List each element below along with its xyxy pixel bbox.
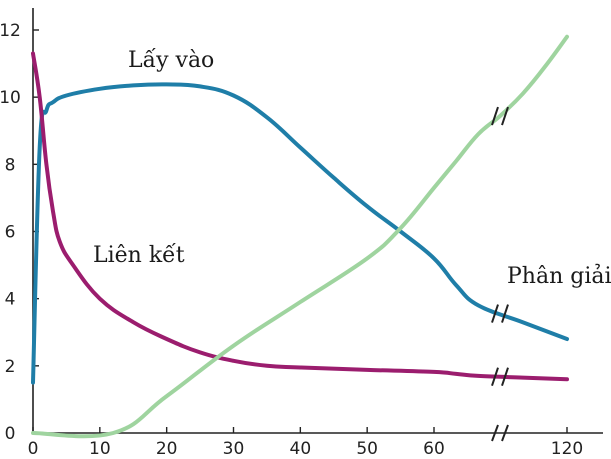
series-break-mark	[491, 106, 499, 126]
x-tick-label: 0	[28, 439, 39, 459]
y-tick-label: 10	[0, 88, 21, 108]
series-line-lấy-vào	[31, 82, 569, 385]
series-line-liên-kết	[31, 51, 569, 382]
series-break-mark	[491, 304, 499, 323]
series-label: Lấy vào	[128, 47, 214, 73]
x-tick-label: 50	[356, 439, 378, 459]
series-break-mark	[491, 367, 499, 387]
x-axis-break-mark	[491, 424, 499, 442]
series-break-mark	[501, 106, 509, 126]
series-line-phân-giải	[31, 34, 569, 439]
y-tick-label: 8	[5, 155, 16, 175]
x-tick-label: 40	[290, 439, 312, 459]
y-tick-label: 0	[5, 424, 16, 444]
series-break-mark	[501, 367, 509, 387]
x-tick-label: 10	[89, 439, 111, 459]
y-tick-label: 12	[0, 21, 21, 41]
x-tick-label: 120	[551, 439, 583, 459]
y-tick-label: 6	[5, 223, 16, 243]
series-label: Liên kết	[93, 242, 185, 268]
x-tick-label: 20	[156, 439, 178, 459]
y-tick-label: 4	[5, 290, 16, 310]
series-break-mark	[501, 304, 509, 323]
x-tick-label: 60	[423, 439, 445, 459]
x-axis-break-mark	[501, 424, 509, 442]
y-tick-label: 2	[5, 357, 16, 377]
series-label: Phân giải	[507, 263, 611, 289]
x-tick-label: 30	[223, 439, 245, 459]
